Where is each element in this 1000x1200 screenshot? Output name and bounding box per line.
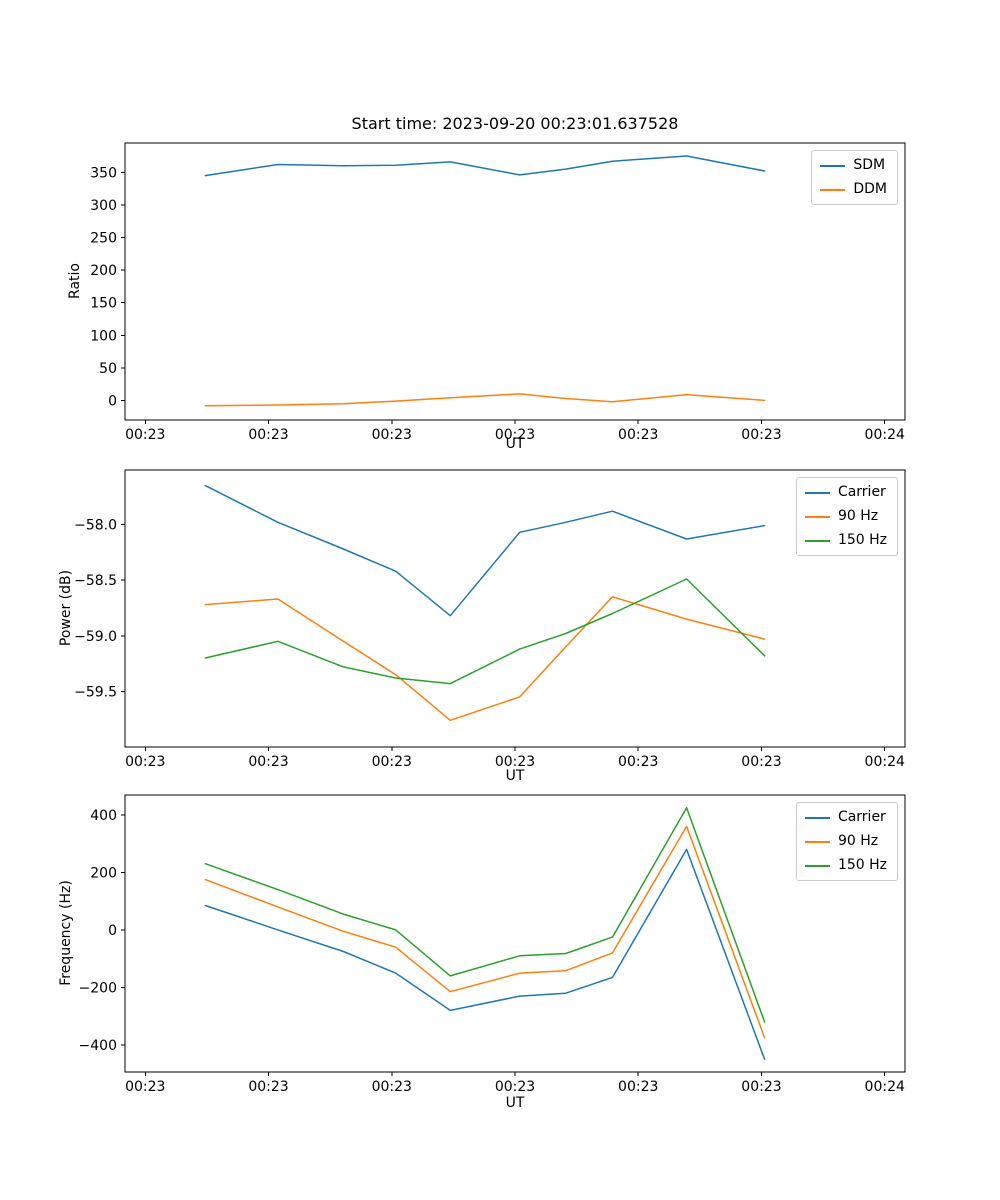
- frequency-legend: Carrier 90 Hz 150 Hz: [795, 802, 898, 881]
- frequency-plot-svg: 400 200 0 −200 −400 00:23 00:23 00:23 00:23 00:23…: [79, 794, 906, 1095]
- y-tick-label: 200: [90, 263, 117, 279]
- carrier-line-swatch: [804, 491, 830, 494]
- power-x-axis-label: UT: [505, 768, 525, 784]
- x-tick-label: 00:24: [865, 427, 905, 443]
- x-tick-label: 00:23: [618, 754, 658, 770]
- power-legend: Carrier 90 Hz 150 Hz: [795, 477, 898, 556]
- series-line-150-hz: [204, 578, 766, 685]
- x-tick-label: 00:23: [495, 1079, 535, 1095]
- y-tick-label: 400: [90, 808, 117, 824]
- frequency-chart: Frequency (Hz) 400 200 0 −200 −400 00:23 00:23…: [0, 787, 1000, 1200]
- x-tick-label: 00:23: [618, 1079, 658, 1095]
- legend-label: 150 Hz: [837, 532, 887, 548]
- y-tick-label: 300: [90, 198, 117, 214]
- ratio-plot-svg: 0 50 100 150 200 250 300 350 00:23 00:23 00:23 00:2…: [90, 142, 906, 443]
- y-tick-label: 250: [90, 231, 117, 247]
- legend-item: 90 Hz: [804, 833, 887, 850]
- axes-frame: [124, 142, 906, 421]
- x-tick-label: 00:23: [741, 754, 781, 770]
- legend-item: 150 Hz: [804, 857, 887, 874]
- x-tick-label: 00:23: [495, 754, 535, 770]
- series-line-90-hz: [204, 596, 766, 722]
- x-tick-label: 00:23: [248, 754, 288, 770]
- y-tick-label: −58.5: [74, 573, 117, 589]
- y-tick-label: −58.0: [74, 518, 117, 534]
- series-line-sdm: [204, 155, 766, 177]
- x-tick-label: 00:24: [865, 754, 905, 770]
- series-line-ddm: [204, 393, 766, 407]
- y-tick-label: 0: [108, 923, 117, 939]
- carrier-line-swatch: [804, 816, 830, 819]
- legend-label: Carrier: [837, 809, 886, 825]
- legend-item: Carrier: [804, 484, 887, 501]
- legend-label: 150 Hz: [837, 857, 887, 873]
- ratio-legend: SDM DDM: [811, 150, 898, 205]
- x-tick-label: 00:23: [125, 754, 165, 770]
- series-line-carrier: [204, 484, 766, 617]
- 150hz-line-swatch: [804, 539, 830, 542]
- x-tick-label: 00:23: [125, 427, 165, 443]
- legend-label: 90 Hz: [837, 833, 879, 849]
- legend-label: DDM: [853, 181, 887, 197]
- x-tick-label: 00:24: [865, 1079, 905, 1095]
- legend-item: SDM: [820, 157, 887, 174]
- legend-item: 150 Hz: [804, 532, 887, 549]
- sdm-line-swatch: [820, 164, 846, 167]
- x-tick-label: 00:23: [372, 754, 412, 770]
- y-tick-label: 50: [99, 361, 117, 377]
- series-line-150-hz: [204, 806, 766, 1023]
- y-tick-label: −59.0: [74, 629, 117, 645]
- axes-frame: [124, 794, 906, 1073]
- legend-label: SDM: [853, 157, 886, 173]
- series-line-carrier: [204, 848, 766, 1061]
- y-tick-label: 200: [90, 865, 117, 881]
- axes-frame: [124, 469, 906, 748]
- x-tick-label: 00:23: [248, 1079, 288, 1095]
- chart-title: Start time: 2023-09-20 00:23:01.637528: [351, 114, 679, 133]
- x-tick-label: 00:23: [248, 427, 288, 443]
- power-chart: Power (dB) −58.0 −58.5 −59.0 −59.5 00:23 00:2…: [0, 460, 1000, 787]
- y-tick-label: −400: [79, 1038, 117, 1054]
- legend-item: 90 Hz: [804, 508, 887, 525]
- legend-label: Carrier: [837, 484, 886, 500]
- 150hz-line-swatch: [804, 864, 830, 867]
- y-tick-label: 150: [90, 296, 117, 312]
- y-tick-label: −59.5: [74, 684, 117, 700]
- x-tick-label: 00:23: [495, 427, 535, 443]
- y-tick-label: −200: [79, 980, 117, 996]
- 90hz-line-swatch: [804, 840, 830, 843]
- y-tick-label: 350: [90, 165, 117, 181]
- legend-item: Carrier: [804, 809, 887, 826]
- frequency-x-axis-label: UT: [505, 1095, 525, 1111]
- 90hz-line-swatch: [804, 515, 830, 518]
- ratio-x-axis-label: UT: [505, 436, 525, 452]
- series-line-90-hz: [204, 825, 766, 1039]
- x-tick-label: 00:23: [618, 427, 658, 443]
- power-plot-svg: −58.0 −58.5 −59.0 −59.5 00:23 00:23 00:23 00:23…: [74, 469, 906, 770]
- x-tick-label: 00:23: [372, 1079, 412, 1095]
- ratio-chart: Start time: 2023-09-20 00:23:01.637528 R…: [0, 0, 1000, 460]
- y-tick-label: 0: [108, 393, 117, 409]
- x-tick-label: 00:23: [125, 1079, 165, 1095]
- x-tick-label: 00:23: [741, 1079, 781, 1095]
- x-tick-label: 00:23: [741, 427, 781, 443]
- x-tick-label: 00:23: [372, 427, 412, 443]
- ddm-line-swatch: [820, 188, 846, 191]
- legend-label: 90 Hz: [837, 508, 879, 524]
- legend-item: DDM: [820, 181, 887, 198]
- y-tick-label: 100: [90, 328, 117, 344]
